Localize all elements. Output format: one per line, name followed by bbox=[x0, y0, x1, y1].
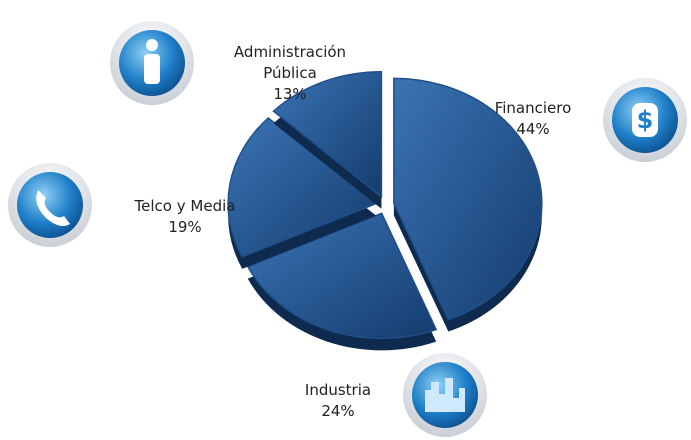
value-label: 19% bbox=[168, 218, 202, 236]
icons: $ bbox=[8, 21, 687, 437]
value-label: 24% bbox=[321, 402, 355, 420]
category-label: Telco y Media bbox=[134, 197, 236, 215]
value-label: 44% bbox=[516, 120, 550, 138]
category-label: Industria bbox=[304, 381, 372, 399]
icon-industry bbox=[403, 353, 487, 437]
value-label: 13% bbox=[273, 85, 307, 103]
slice bbox=[393, 77, 543, 321]
label-admin: Administración Pública 13% bbox=[215, 42, 365, 105]
category-label: Administración Pública bbox=[233, 43, 347, 82]
icon-phone bbox=[8, 163, 92, 247]
icon-dollar: $ bbox=[603, 78, 687, 162]
label-financiero: Financiero 44% bbox=[458, 98, 608, 140]
slice bbox=[246, 212, 438, 340]
icon-admin bbox=[110, 21, 194, 105]
slice bbox=[272, 70, 383, 199]
svg-text:$: $ bbox=[637, 106, 654, 134]
category-label: Financiero bbox=[494, 99, 572, 117]
pie bbox=[227, 70, 543, 351]
label-industria: Industria 24% bbox=[263, 380, 413, 422]
slice bbox=[227, 117, 378, 258]
label-telco: Telco y Media 19% bbox=[110, 196, 260, 238]
